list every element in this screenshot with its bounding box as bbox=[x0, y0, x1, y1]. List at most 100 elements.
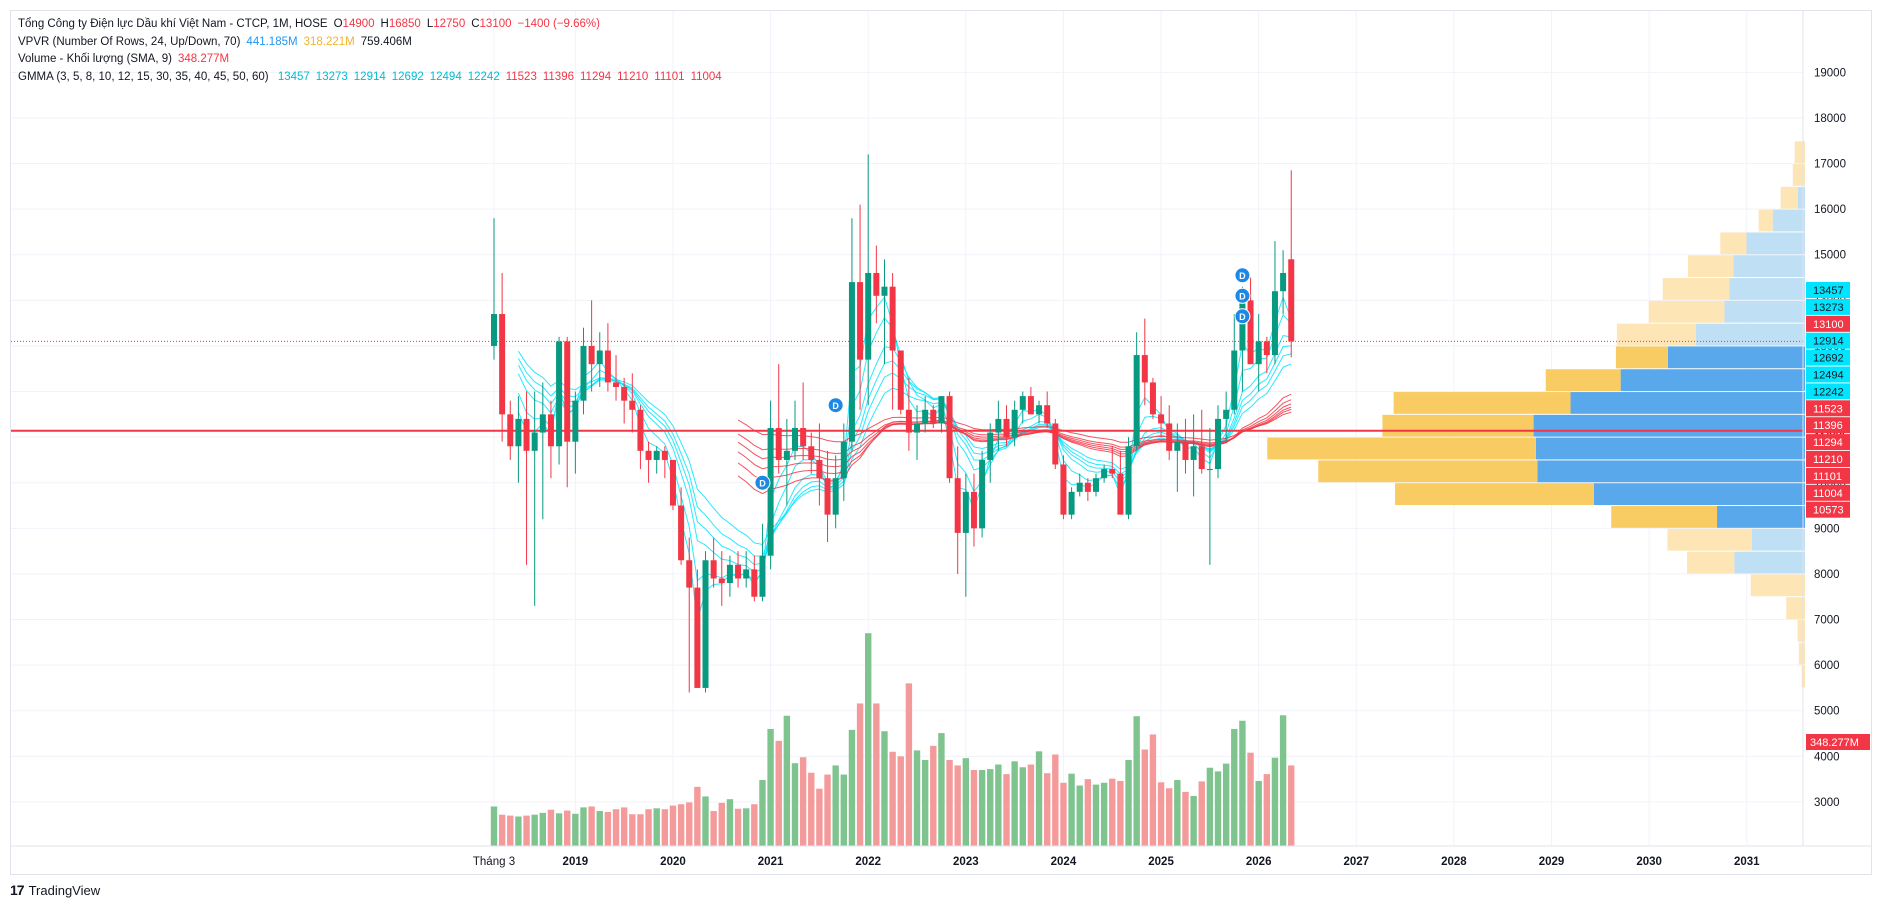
volume-bar bbox=[531, 814, 538, 846]
volume-bar bbox=[1076, 785, 1083, 846]
vp-up-bar bbox=[1729, 278, 1805, 300]
volume-bar bbox=[1092, 784, 1100, 846]
volume-bar bbox=[612, 809, 620, 846]
candle-body bbox=[596, 350, 603, 365]
volume-bar bbox=[669, 805, 677, 846]
price-tick-label: 18000 bbox=[1814, 113, 1846, 125]
gmma-short-line bbox=[517, 350, 1292, 546]
vp-down-bar bbox=[1786, 597, 1805, 620]
price-tag-label: 13273 bbox=[1813, 302, 1844, 314]
candle-body bbox=[970, 491, 977, 529]
price-tag bbox=[1806, 332, 1850, 349]
volume-tag bbox=[1806, 734, 1870, 750]
dividend-marker: D bbox=[754, 474, 771, 491]
volume-bar bbox=[1068, 773, 1075, 846]
price-tag bbox=[1806, 501, 1850, 518]
gmma-short-line bbox=[517, 353, 1292, 557]
volume-bar bbox=[637, 814, 644, 846]
volume-bar bbox=[930, 745, 937, 846]
gmma-value: 12494 bbox=[429, 70, 462, 83]
dividend-marker: D bbox=[1234, 267, 1251, 284]
tradingview-logo-icon: 17 bbox=[10, 882, 25, 898]
candle-body bbox=[1206, 469, 1213, 471]
candle-body bbox=[539, 414, 546, 433]
volume-bar bbox=[987, 769, 994, 846]
candle-body bbox=[580, 345, 587, 401]
volume-value: 348.277M bbox=[177, 53, 230, 65]
volume-bar bbox=[799, 757, 807, 846]
candle-body bbox=[1027, 396, 1034, 415]
candle-body bbox=[865, 272, 872, 360]
dividend-icon bbox=[754, 474, 771, 491]
volume-bar bbox=[523, 815, 530, 846]
volume-bar bbox=[1027, 764, 1035, 846]
candle-body bbox=[1125, 446, 1132, 515]
tradingview-logo[interactable]: 17 TradingView bbox=[10, 882, 100, 898]
vpvr-down: 318.221M bbox=[303, 35, 355, 48]
vp-up-bar bbox=[1535, 437, 1805, 460]
close-value: 13100 bbox=[479, 18, 512, 30]
vp-down-bar bbox=[1318, 460, 1538, 483]
candle-body bbox=[816, 459, 823, 479]
price-tick-label: 7000 bbox=[1814, 615, 1840, 627]
vp-down-bar bbox=[1667, 528, 1752, 551]
vp-down-bar bbox=[1797, 620, 1805, 642]
volume-bar bbox=[970, 770, 978, 846]
volume-bar bbox=[913, 750, 921, 846]
candle-body bbox=[840, 441, 847, 479]
gmma-value: 13273 bbox=[315, 70, 348, 83]
candle-body bbox=[962, 491, 969, 533]
gmma-value: 12242 bbox=[467, 70, 500, 83]
legend-symbol-row: Tổng Công ty Điện lực Dầu khí Việt Nam -… bbox=[18, 16, 728, 34]
legend-volume-row: Volume - Khối lượng (SMA, 9) 348.277M bbox=[18, 51, 728, 69]
price-tag-label: 11004 bbox=[1813, 488, 1843, 500]
price-tick-label: 8000 bbox=[1814, 569, 1840, 581]
candle-body bbox=[735, 564, 742, 579]
volume-bar bbox=[555, 813, 563, 846]
candle-body bbox=[987, 432, 994, 460]
vp-up-bar bbox=[1734, 551, 1805, 574]
vp-up-bar bbox=[1717, 506, 1805, 528]
gmma-label[interactable]: GMMA (3, 5, 8, 10, 12, 15, 30, 35, 40, 4… bbox=[18, 70, 269, 83]
volume-bar bbox=[490, 806, 498, 846]
volume-bar bbox=[596, 811, 603, 846]
price-tick-label: 5000 bbox=[1814, 706, 1840, 718]
vp-up-bar bbox=[1620, 369, 1805, 392]
vp-down-bar bbox=[1648, 300, 1725, 323]
vpvr-label[interactable]: VPVR (Number Of Rows, 24, Up/Down, 70) bbox=[18, 35, 241, 48]
volume-bar bbox=[653, 808, 660, 846]
dividend-icon bbox=[1234, 287, 1251, 304]
candles bbox=[491, 154, 1295, 693]
vp-down-bar bbox=[1611, 506, 1718, 528]
legend-vpvr-row: VPVR (Number Of Rows, 24, Up/Down, 70) 44… bbox=[18, 34, 728, 52]
candle-body bbox=[800, 428, 807, 447]
vpvr-up: 441.185M bbox=[246, 35, 298, 48]
volume-bar bbox=[1060, 782, 1067, 846]
price-tag bbox=[1806, 383, 1850, 400]
open-label: O bbox=[333, 18, 343, 30]
candle-body bbox=[1158, 414, 1165, 424]
volume-bar bbox=[1214, 771, 1222, 846]
dividend-marker: D bbox=[1234, 308, 1251, 325]
price-tag bbox=[1806, 434, 1850, 451]
volume-bar bbox=[962, 758, 970, 846]
time-tick-label: 2026 bbox=[1246, 856, 1272, 868]
candle-body bbox=[661, 450, 668, 460]
time-tick-label: 2027 bbox=[1344, 856, 1370, 868]
vpvr-total: 759.406M bbox=[360, 35, 412, 48]
candle-body bbox=[897, 350, 904, 410]
candle-body bbox=[1223, 409, 1230, 419]
candle-body bbox=[824, 478, 831, 515]
symbol-title[interactable]: Tổng Công ty Điện lực Dầu khí Việt Nam -… bbox=[18, 18, 328, 30]
vp-down-bar bbox=[1395, 483, 1594, 506]
candle-body bbox=[979, 459, 986, 529]
volume-label[interactable]: Volume - Khối lượng (SMA, 9) bbox=[18, 53, 172, 65]
volume-bar bbox=[580, 807, 587, 846]
volume-bar bbox=[742, 808, 750, 846]
volume-bar bbox=[645, 809, 652, 846]
price-tag bbox=[1806, 349, 1850, 366]
price-tag bbox=[1806, 366, 1850, 383]
candle-body bbox=[1255, 341, 1262, 365]
volume-bar bbox=[1084, 779, 1092, 846]
